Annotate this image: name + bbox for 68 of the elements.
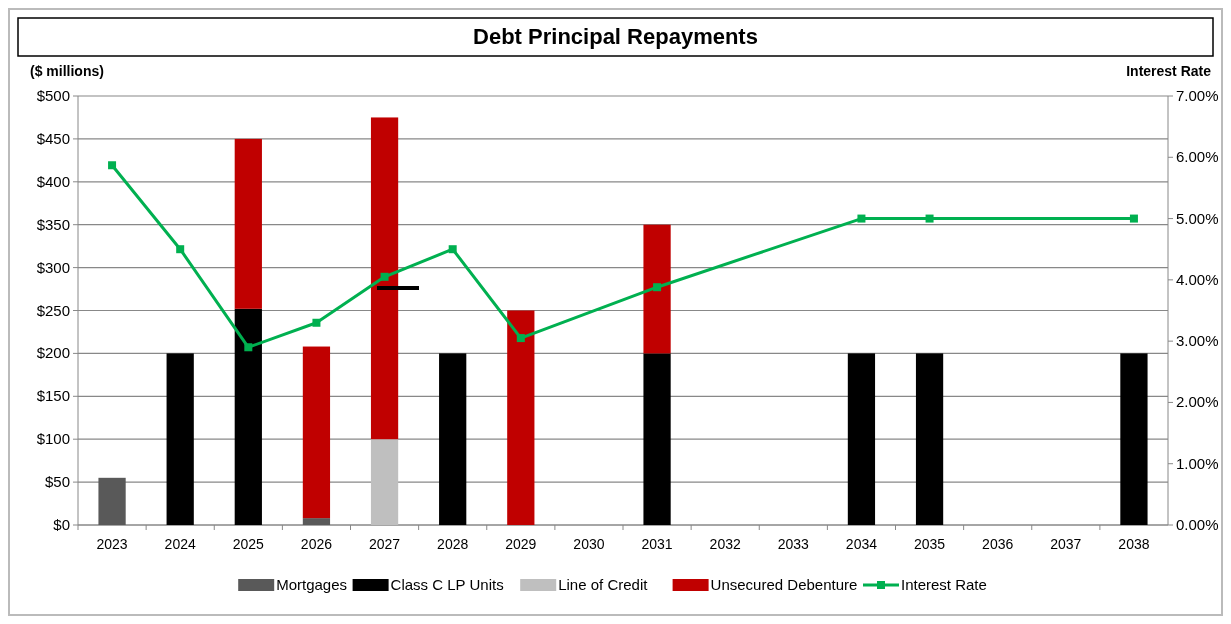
point (1129, 214, 1138, 223)
legend-label: Class C LP Units (390, 576, 504, 593)
bar (98, 477, 126, 525)
x-tick-label: 2035 (913, 536, 946, 552)
bar (234, 308, 262, 525)
y-axis-title: ($ millions) (30, 63, 104, 79)
y-tick-label: $50 (44, 473, 70, 491)
point (176, 245, 185, 254)
bar (302, 346, 331, 519)
y2-tick-label: 6.00% (1176, 148, 1219, 166)
x-tick-label: 2036 (982, 536, 1014, 552)
y2-tick-label: 3.00% (1176, 332, 1219, 350)
y-tick-label: $150 (36, 387, 70, 405)
bar (234, 138, 262, 309)
bar (439, 353, 467, 525)
point (925, 214, 934, 223)
bar (302, 518, 331, 525)
x-tick-label: 2023 (96, 536, 128, 552)
legend-label: Mortgages (276, 576, 348, 593)
point (516, 334, 525, 343)
x-tick-label: 2030 (573, 536, 605, 552)
bar (643, 353, 671, 525)
point (244, 343, 253, 352)
bar (507, 310, 535, 525)
y-tick-label: $0 (53, 516, 70, 533)
chart-title: Debt Principal Repayments (473, 24, 758, 49)
y-tick-label: $350 (36, 215, 70, 233)
x-tick-label: 2034 (845, 536, 878, 552)
legend-label: Interest Rate (901, 576, 987, 593)
bar (915, 353, 944, 525)
x-tick-label: 2025 (232, 536, 265, 552)
x-tick-label: 2038 (1118, 536, 1150, 552)
point (312, 318, 321, 327)
y2-tick-label: 5.00% (1176, 209, 1219, 227)
x-tick-label: 2026 (300, 536, 333, 552)
point (653, 283, 662, 292)
y2-tick-label: 1.00% (1176, 454, 1219, 472)
y-tick-label: $400 (36, 172, 70, 190)
legend-label: Unsecured Debenture (710, 576, 858, 593)
y-tick-label: $250 (36, 301, 70, 319)
x-tick-label: 2037 (1050, 536, 1082, 552)
x-tick-label: 2027 (368, 536, 401, 552)
point (448, 245, 457, 254)
x-tick-label: 2032 (709, 536, 741, 552)
y-tick-label: $300 (36, 258, 70, 276)
point (380, 272, 389, 281)
y-tick-label: $100 (36, 430, 70, 448)
y2-tick-label: 0.00% (1176, 516, 1219, 533)
x-tick-label: 2033 (777, 536, 810, 552)
y2-axis-title: Interest Rate (1126, 63, 1212, 79)
y-tick-label: $500 (36, 87, 70, 104)
bar (166, 353, 194, 525)
y2-tick-label: 2.00% (1176, 393, 1219, 411)
x-tick-label: 2028 (437, 536, 469, 552)
point (108, 161, 117, 170)
legend-label: Line of Credit (558, 576, 649, 593)
y2-tick-label: 4.00% (1176, 270, 1219, 288)
bar (643, 224, 671, 354)
x-tick-label: 2029 (505, 536, 537, 552)
y2-tick-label: 7.00% (1176, 87, 1219, 104)
x-tick-label: 2031 (641, 536, 673, 552)
point (857, 214, 866, 223)
x-tick-label: 2024 (164, 536, 196, 552)
bar (1120, 353, 1148, 525)
bar (847, 353, 876, 525)
bar (370, 439, 399, 525)
y-tick-label: $200 (36, 344, 70, 362)
y-tick-label: $450 (36, 129, 70, 147)
